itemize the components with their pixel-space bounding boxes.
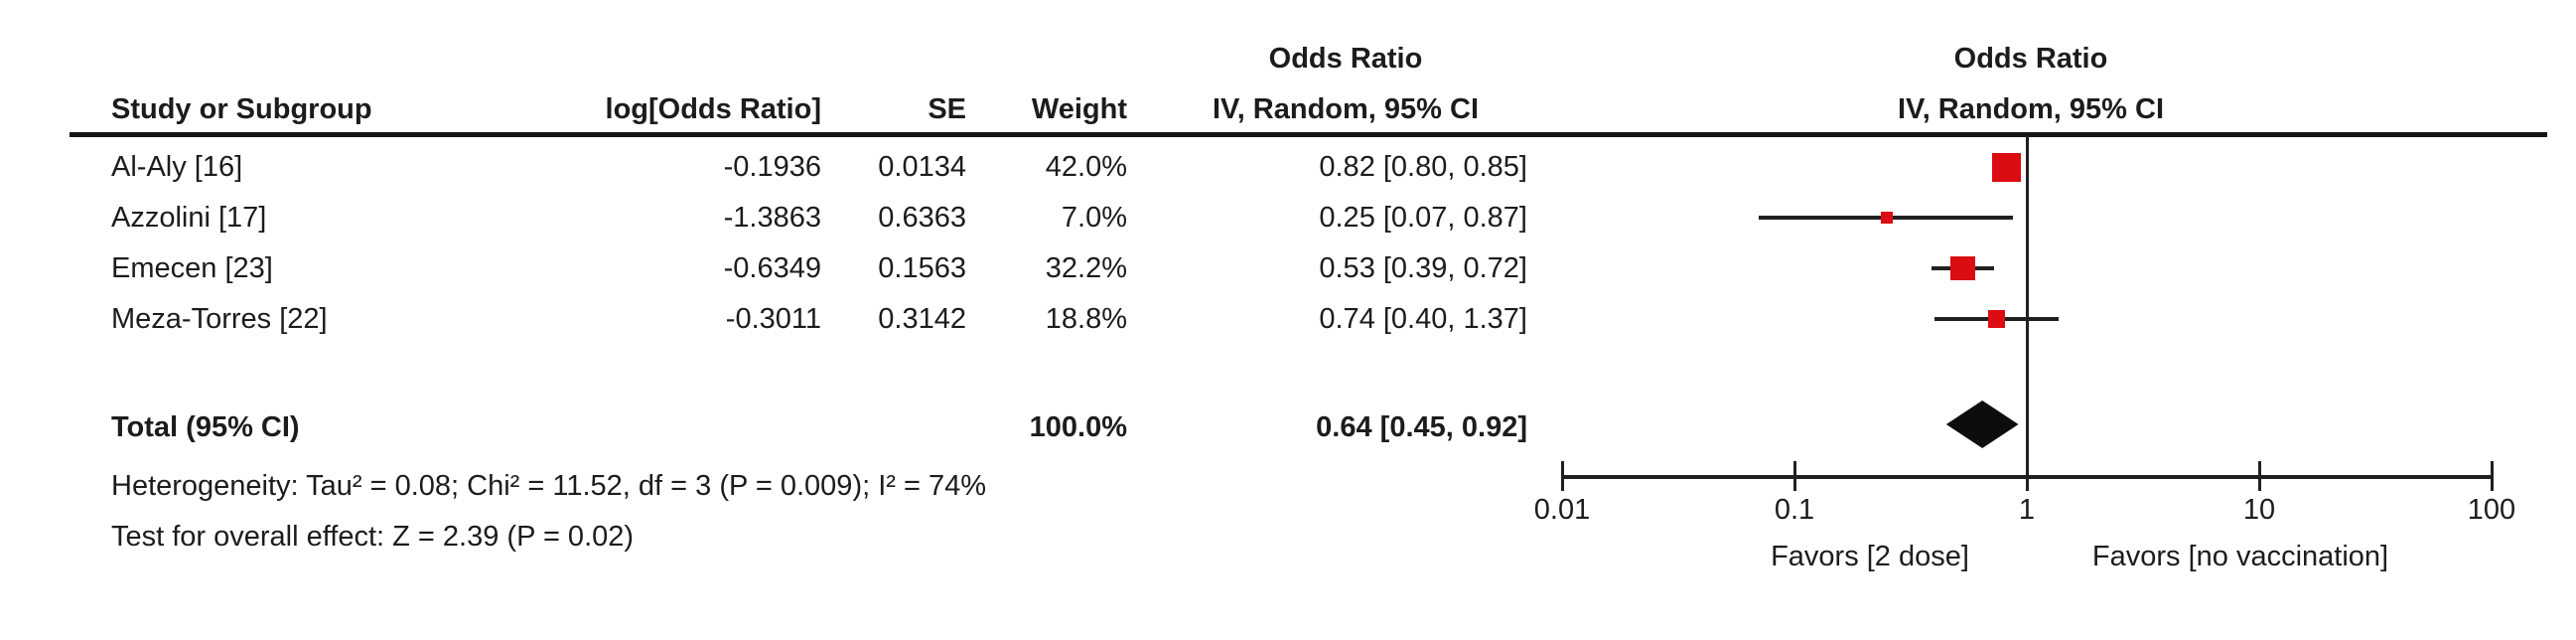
or-plot-subheader: IV, Random, 95% CI bbox=[1897, 93, 2165, 125]
favors-left-label: Favors [2 dose] bbox=[1771, 541, 1969, 572]
study-se: 0.0134 bbox=[878, 151, 966, 183]
or-column-subheader: IV, Random, 95% CI bbox=[1212, 93, 1480, 125]
study-weight: 42.0% bbox=[1045, 151, 1127, 183]
axis-tick bbox=[1560, 461, 1564, 491]
effect-square bbox=[1950, 255, 1975, 281]
study-name: Emecen [23] bbox=[111, 252, 273, 284]
axis-tick-label: 10 bbox=[2242, 494, 2276, 526]
overall-effect-note: Test for overall effect: Z = 2.39 (P = 0… bbox=[111, 521, 635, 553]
study-se: 0.1563 bbox=[878, 252, 966, 284]
axis-tick bbox=[1792, 461, 1796, 491]
study-se: 0.6363 bbox=[878, 202, 966, 234]
effect-square bbox=[1987, 310, 2006, 328]
study-column-header: Study or Subgroup bbox=[111, 93, 372, 125]
axis-tick bbox=[2490, 461, 2494, 491]
study-ci-text: 0.74 [0.40, 1.37] bbox=[1319, 303, 1527, 335]
axis-tick bbox=[2025, 461, 2029, 491]
study-log-or: -0.1936 bbox=[723, 151, 821, 183]
weight-column-header: Weight bbox=[1031, 93, 1127, 125]
study-weight: 18.8% bbox=[1045, 303, 1127, 335]
header-divider-rule bbox=[70, 132, 2547, 137]
study-name: Meza-Torres [22] bbox=[111, 303, 328, 335]
study-ci-text: 0.53 [0.39, 0.72] bbox=[1319, 252, 1527, 284]
axis-tick-label: 0.1 bbox=[1774, 494, 1815, 526]
study-log-or: -0.6349 bbox=[723, 252, 821, 284]
total-weight: 100.0% bbox=[1029, 411, 1127, 443]
effect-square bbox=[1992, 152, 2022, 182]
study-ci-text: 0.82 [0.80, 0.85] bbox=[1319, 151, 1527, 183]
study-weight: 32.2% bbox=[1045, 252, 1127, 284]
total-label: Total (95% CI) bbox=[111, 411, 300, 443]
study-table-row: Al-Aly [16] -0.1936 0.0134 42.0% 0.82 [0.80,… bbox=[0, 150, 2576, 184]
favors-right-label: Favors [no vaccination] bbox=[2091, 541, 2389, 572]
study-name: Al-Aly [16] bbox=[111, 151, 243, 183]
study-ci-text: 0.25 [0.07, 0.87] bbox=[1319, 202, 1527, 234]
study-table-row: Meza-Torres [22] -0.3011 0.3142 18.8% 0.74 [… bbox=[0, 302, 2576, 336]
or-plot-header-title: Odds Ratio bbox=[1953, 43, 2108, 75]
se-column-header: SE bbox=[928, 93, 966, 125]
axis-tick-label: 1 bbox=[2018, 494, 2036, 526]
study-name: Azzolini [17] bbox=[111, 202, 267, 234]
study-log-or: -0.3011 bbox=[725, 303, 821, 335]
axis-tick-label: 100 bbox=[2467, 494, 2516, 526]
or-column-header-title: Odds Ratio bbox=[1268, 43, 1423, 75]
total-ci-text: 0.64 [0.45, 0.92] bbox=[1316, 411, 1527, 443]
total-row: Total (95% CI) 100.0% 0.64 [0.45, 0.92] bbox=[0, 410, 2576, 444]
log-or-column-header: log[Odds Ratio] bbox=[605, 93, 821, 125]
study-table-row: Azzolini [17] -1.3863 0.6363 7.0% 0.25 [0.07… bbox=[0, 201, 2576, 235]
study-weight: 7.0% bbox=[1061, 202, 1127, 234]
axis-tick-label: 0.01 bbox=[1533, 494, 1591, 526]
effect-square bbox=[1881, 212, 1893, 224]
axis-tick bbox=[2257, 461, 2261, 491]
study-log-or: -1.3863 bbox=[723, 202, 821, 234]
study-table-row: Emecen [23] -0.6349 0.1563 32.2% 0.53 [0.39,… bbox=[0, 251, 2576, 285]
reference-line bbox=[2025, 136, 2029, 480]
study-se: 0.3142 bbox=[878, 303, 966, 335]
heterogeneity-note: Heterogeneity: Tau² = 0.08; Chi² = 11.52… bbox=[111, 470, 987, 502]
